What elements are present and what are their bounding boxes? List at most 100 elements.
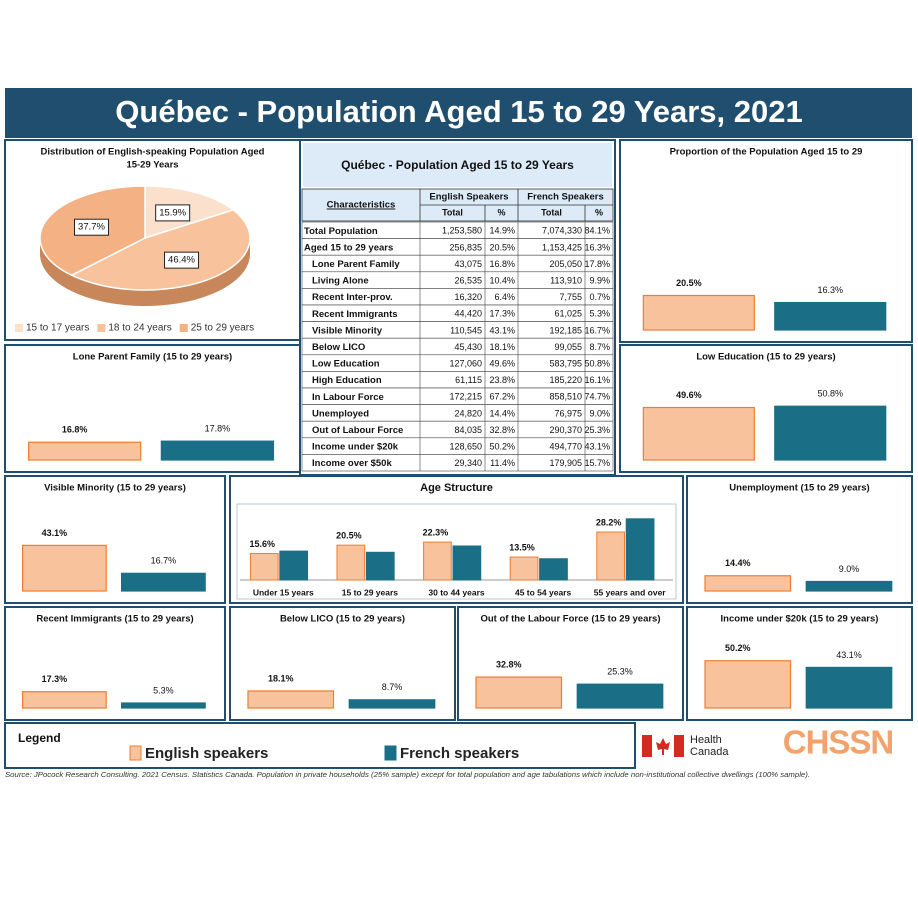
legend-swatch: [179, 324, 188, 332]
row-label: In Labour Force: [312, 392, 384, 403]
pie-slice: [70, 209, 251, 291]
cell: 11.4%: [490, 458, 515, 468]
data-label: 43.1%: [42, 528, 68, 538]
page-title: Québec - Population Aged 15 to 29 Years,…: [115, 94, 802, 129]
cell: 127,060: [449, 358, 482, 368]
data-label: 50.2%: [725, 643, 751, 653]
column-subheader: %: [595, 207, 603, 217]
column-subheader: Total: [442, 207, 463, 217]
bar: [28, 441, 142, 461]
legend-label: French speakers: [400, 745, 519, 762]
cell: 50.2%: [489, 441, 515, 451]
cell: 84.1%: [584, 226, 610, 236]
data-label: 15.9%: [159, 207, 186, 218]
cell: 16.8%: [489, 259, 515, 269]
cell: 20.5%: [489, 242, 515, 252]
data-label: 20.5%: [336, 531, 362, 541]
cell: 192,185: [549, 325, 582, 335]
bar: [625, 518, 655, 581]
cell: 74.7%: [584, 392, 610, 402]
column-subheader: %: [497, 207, 505, 217]
x-tick-label: Under 15 years: [253, 587, 314, 597]
data-label: 20.5%: [676, 278, 702, 288]
data-label: 13.5%: [509, 542, 535, 552]
cell: 50.8%: [584, 358, 610, 368]
bar: [576, 683, 664, 709]
bar: [805, 580, 893, 592]
column-header: Characteristics: [327, 200, 396, 211]
data-label: 17.8%: [205, 424, 231, 434]
bar: [452, 545, 482, 581]
chart-title: Lone Parent Family (15 to 29 years): [73, 352, 232, 363]
source-note: Source: JPocock Research Consulting. 202…: [5, 772, 810, 779]
cell: 9.0%: [589, 408, 610, 418]
bar: [774, 301, 887, 331]
cell: 14.4%: [489, 408, 515, 418]
label-box: [164, 251, 200, 269]
data-label: 37.7%: [78, 222, 105, 233]
panel: [4, 722, 636, 769]
column-header: French Speakers: [527, 192, 604, 203]
cell: 43.1%: [489, 325, 515, 335]
legend-swatch: [97, 324, 106, 332]
cell: 7,074,330: [542, 226, 582, 236]
data-label: 16.7%: [151, 556, 177, 566]
cell: 16.7%: [584, 325, 610, 335]
row-label: Recent Inter-prov.: [312, 292, 393, 303]
bar: [774, 405, 887, 461]
cell: 24,820: [454, 408, 482, 418]
cell: 1,253,580: [442, 226, 482, 236]
chart-title: Out of the Labour Force (15 to 29 years): [480, 614, 660, 625]
bar: [596, 531, 626, 581]
table-title-bg: [303, 143, 612, 187]
maple-leaf: [656, 738, 670, 755]
chart-title: Below LICO (15 to 29 years): [280, 614, 405, 625]
data-label: 49.6%: [676, 390, 702, 400]
cell: 8.7%: [589, 342, 610, 352]
legend-title: Legend: [18, 731, 61, 745]
cell: 17.3%: [489, 309, 515, 319]
title-bar: [5, 88, 912, 138]
cell: 113,910: [550, 275, 582, 285]
chart-title: Visible Minority (15 to 29 years): [44, 483, 186, 494]
data-label: 5.3%: [153, 685, 174, 695]
data-label: 18.1%: [268, 673, 294, 683]
x-tick-label: 15 to 29 years: [342, 587, 399, 597]
row-label: Below LICO: [312, 342, 365, 353]
x-tick-label: 45 to 54 years: [515, 587, 572, 597]
cell: 16,320: [454, 292, 482, 302]
bar: [475, 676, 563, 709]
cell: 179,905: [549, 458, 582, 468]
data-label: 14.4%: [725, 558, 751, 568]
chssn-logo: CHSSN: [783, 724, 894, 761]
cell: 0.7%: [589, 292, 610, 302]
bar: [22, 691, 107, 709]
row-label: Recent Immigrants: [312, 309, 398, 320]
data-label: 32.8%: [496, 659, 522, 669]
data-label: 46.4%: [168, 255, 195, 266]
row-label: Visible Minority: [312, 325, 383, 336]
bar: [509, 556, 539, 581]
legend-swatch: [129, 745, 142, 761]
row-label: Out of Labour Force: [312, 425, 403, 436]
cell: 16.3%: [584, 242, 610, 252]
cell: 14.9%: [489, 226, 515, 236]
cell: 76,975: [554, 408, 582, 418]
x-tick-label: 30 to 44 years: [428, 587, 485, 597]
bar: [423, 541, 452, 581]
cell: 16.1%: [584, 375, 610, 385]
cell: 858,510: [549, 392, 582, 402]
label-box: [155, 204, 191, 222]
legend-label: 18 to 24 years: [108, 323, 171, 334]
cell: 494,770: [549, 441, 582, 451]
cell: 7,755: [559, 292, 582, 302]
bar: [805, 666, 893, 709]
bar: [642, 406, 755, 461]
health-canada: Canada: [690, 746, 729, 758]
data-label: 25.3%: [607, 667, 633, 677]
bar: [642, 294, 755, 331]
label-box: [74, 218, 110, 236]
cell: 128,650: [449, 441, 482, 451]
flag-right: [674, 735, 684, 757]
